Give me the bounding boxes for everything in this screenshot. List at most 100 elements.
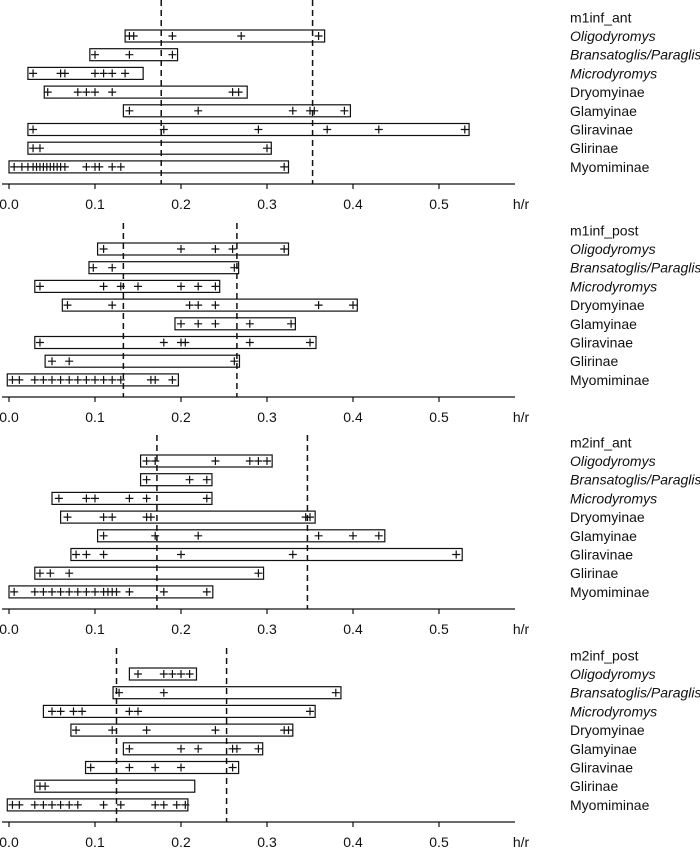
x-tick-label: 0.1 [85,621,105,637]
data-point [48,707,56,716]
data-point [202,475,211,484]
data-point [125,494,134,503]
data-point [159,800,168,809]
data-point [125,587,134,596]
x-tick-label: 0.4 [343,834,363,849]
row-label: Microdyromys [570,65,657,81]
row-Gliravinae: Gliravinae [27,122,633,138]
range-box [51,491,213,505]
data-point [99,375,108,384]
data-point [82,550,91,559]
x-tick-label: 0.5 [429,621,449,637]
row-label: Oligodyromys [570,241,656,257]
data-point [194,106,203,115]
data-point [177,282,185,291]
x-tick-label: 0.0 [0,196,19,212]
data-point [288,106,297,115]
data-point [177,744,185,753]
data-point [202,494,211,503]
data-point [202,587,211,596]
data-point [73,88,82,97]
data-point [168,32,177,40]
range-box [59,510,316,524]
row-label: Gliravinae [570,335,633,351]
data-point [65,587,74,596]
x-tick-label: 0.1 [85,834,105,849]
data-point [10,587,19,596]
row-Microdyromys: Microdyromys [34,278,657,294]
row-Myomiminae: Myomiminae [8,159,650,175]
row-label: Oligodyromys [570,28,656,44]
data-point [314,301,323,310]
x-tick-label: 0.3 [257,409,277,425]
range-box [27,141,272,155]
data-point [95,162,104,171]
data-point [310,106,319,115]
data-point [177,670,185,678]
x-tick-label: 0.0 [0,409,19,425]
data-point [194,531,203,540]
data-point [65,357,74,366]
data-point [211,319,220,328]
row-label: Bransatoglis/Paraglis [570,685,700,701]
data-point [78,707,87,716]
row-Glirinae: Glirinae [34,778,618,794]
data-point [8,800,17,809]
data-point [82,88,91,97]
data-point [280,162,289,171]
data-point [263,144,271,153]
row-label: Dryomyinae [570,297,645,313]
data-point [99,282,108,291]
x-tick-label: 0.3 [257,621,277,637]
row-Glamyinae: Glamyinae [96,528,637,544]
data-point [194,319,203,328]
range-box [27,66,144,81]
data-point [306,338,314,347]
data-point [121,69,130,78]
data-point [108,69,117,78]
row-Glamyinae: Glamyinae [122,741,637,757]
row-label: Oligodyromys [570,666,656,682]
data-point [306,513,314,522]
range-box [122,104,352,118]
data-point [30,587,39,596]
range-box [96,529,386,543]
data-point [35,282,44,291]
panel-m2inf_ant: m2inf_ant Oligodyromys Bransatoglis/Paragl… [0,434,700,637]
row-Myomiminae: Myomiminae [6,797,650,813]
data-point [56,375,65,384]
range-box [122,742,264,756]
x-tick-label: 0.2 [171,834,191,849]
data-point [69,707,78,716]
data-point [228,763,237,772]
range-box [27,122,470,137]
range-box [112,686,342,700]
data-point [159,670,168,678]
data-point [194,282,203,291]
data-point [39,587,48,596]
x-axis-label: h/r [513,621,530,637]
data-point [211,301,220,310]
data-point [151,531,160,540]
data-point [181,800,190,809]
row-label: Glamyinae [570,316,637,332]
data-point [340,106,349,115]
x-tick-label: 0.1 [85,409,105,425]
row-label: Oligodyromys [570,453,656,469]
data-point [125,50,134,59]
x-tick-label: 0.0 [0,621,19,637]
range-box [139,454,273,468]
data-point [108,513,117,522]
row-label: Glamyinae [570,741,637,757]
data-point [287,319,296,328]
data-point [73,587,82,596]
range-box [6,373,180,387]
data-point [82,162,91,171]
data-point [452,550,461,559]
data-point [151,763,160,772]
panel-title: m2inf_ant [570,434,632,450]
x-tick-label: 0.2 [171,196,191,212]
data-point [82,375,91,384]
x-tick-label: 0.3 [257,834,277,849]
